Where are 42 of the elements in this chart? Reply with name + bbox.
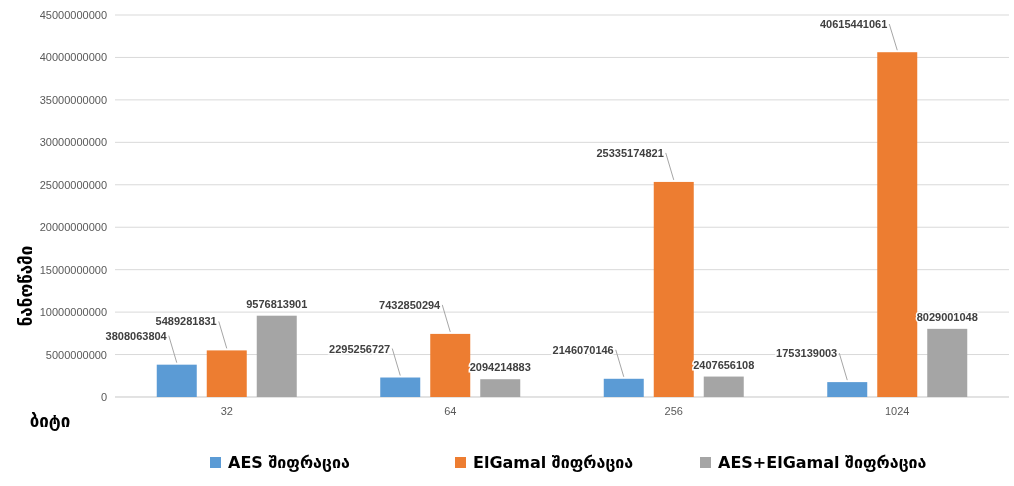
y-tick-label: 25000000000 xyxy=(39,178,107,191)
y-tick-label: 45000000000 xyxy=(39,9,107,21)
bar xyxy=(380,377,421,397)
bar xyxy=(480,379,521,397)
data-label: 40615441061 xyxy=(819,18,888,30)
x-tick-label: 64 xyxy=(444,405,457,417)
data-label: 1753139003 xyxy=(776,347,838,360)
bar xyxy=(603,378,644,397)
x-axis-title: ბიტი xyxy=(29,411,71,431)
y-tick-label: 0 xyxy=(100,391,107,403)
legend-label: AES+ElGamal შიფრაცია xyxy=(718,453,927,472)
x-tick-label: 1024 xyxy=(885,405,910,417)
bar xyxy=(877,52,918,397)
y-tick-label: 15000000000 xyxy=(39,263,107,276)
y-tick-label: 20000000000 xyxy=(39,221,107,234)
bar xyxy=(430,333,471,397)
data-label: 9576813901 xyxy=(246,297,308,310)
bar xyxy=(256,315,297,397)
y-tick-label: 40000000000 xyxy=(39,51,107,64)
bar xyxy=(206,350,247,397)
data-label: 5489281831 xyxy=(155,315,217,328)
bar xyxy=(827,382,868,397)
y-axis-title: ნანოწამი xyxy=(16,245,36,327)
y-tick-label: 5000000000 xyxy=(45,348,107,361)
data-label: 25335174821 xyxy=(596,146,664,159)
bar xyxy=(927,328,968,397)
data-label: 2295256727 xyxy=(329,342,391,355)
y-tick-label: 35000000000 xyxy=(39,93,107,106)
y-tick-label: 10000000000 xyxy=(39,306,107,319)
x-tick-label: 32 xyxy=(220,405,233,417)
legend-label: ElGamal შიფრაცია xyxy=(473,453,634,472)
bar xyxy=(156,364,197,397)
data-label: 2094214883 xyxy=(469,361,531,374)
x-tick-label: 256 xyxy=(664,405,683,417)
data-label: 8029001048 xyxy=(916,310,978,323)
y-tick-label: 30000000000 xyxy=(39,136,107,149)
bar xyxy=(653,181,694,397)
data-label: 2146070146 xyxy=(552,343,614,356)
data-label: 7432850294 xyxy=(379,298,442,311)
bar xyxy=(703,376,744,397)
data-label: 3808063804 xyxy=(105,329,168,342)
legend-label: AES შიფრაცია xyxy=(228,453,350,472)
